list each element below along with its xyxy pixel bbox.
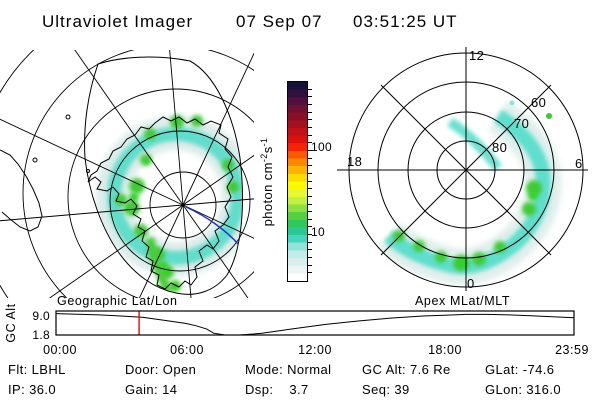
mlat-mlt-grid: [337, 47, 588, 291]
coastlines: [0, 114, 234, 290]
chart-frame: [55, 310, 575, 336]
x-tick-1800: 18:00: [428, 343, 462, 357]
status-seq: Seq: 39: [362, 382, 410, 397]
colorbar-tick: [308, 96, 312, 98]
colorbar-tick: [308, 249, 312, 251]
colorbar: [287, 81, 308, 282]
colorbar-tick: [308, 241, 312, 243]
status-ip: IP: 36.0: [8, 382, 57, 397]
fov-boundary: [84, 56, 243, 295]
app-title: Ultraviolet Imager: [42, 12, 194, 31]
apex-polar-panel: 12 18 6 0 80 70 60: [337, 47, 588, 291]
unit-text: photon cm: [260, 162, 276, 227]
colorbar-tick: [308, 188, 312, 190]
status-gain: Gain: 14: [125, 382, 178, 397]
x-tick-0600: 06:00: [170, 343, 204, 357]
status-glat: GLat: -74.6: [485, 362, 555, 377]
gc-alt-curve: [55, 313, 575, 336]
colorbar-tick: [308, 126, 312, 128]
mlat-label-70: 70: [514, 116, 529, 131]
unit-text-2: s: [260, 146, 276, 154]
aurora-overlay-apex: [376, 100, 562, 285]
left-panel-caption: Geographic Lat/Lon: [57, 294, 178, 308]
colorbar-tick: [308, 226, 312, 228]
status-glon: GLon: 316.0: [485, 382, 561, 397]
colorbar-tick: [308, 264, 312, 266]
colorbar-tick: [308, 149, 312, 151]
colorbar-tick: [308, 234, 312, 236]
colorbar-unit-label: photon cm-2s-1: [259, 138, 275, 227]
status-dsp: Dsp: 3.7: [245, 382, 309, 397]
colorbar-tick: [308, 257, 312, 258]
colorbar-tick: [308, 211, 312, 213]
colorbar-tick: [308, 165, 312, 167]
mlt-label-0: 0: [467, 276, 475, 291]
colorbar-tick: [308, 142, 312, 144]
colorbar-tick: [308, 88, 312, 90]
latlon-grid: [0, 50, 254, 298]
geographic-map-panel: [0, 50, 254, 298]
status-gc-alt: GC Alt: 7.6 Re: [362, 362, 451, 377]
colorbar-tick-10: 10: [311, 225, 325, 239]
x-tick-2359: 23:59: [555, 343, 589, 357]
status-flt: Flt: LBHL: [8, 362, 66, 377]
y-tick-18: 1.8: [32, 328, 50, 342]
colorbar-tick-100: 100: [311, 140, 332, 154]
unit-exp-1: -2: [258, 153, 269, 163]
colorbar-tick: [308, 111, 312, 113]
status-door: Door: Open: [125, 362, 197, 377]
y-axis-title: GC Alt: [4, 303, 18, 343]
aurora-overlay-geo: [96, 115, 243, 295]
colorbar-tick: [308, 203, 312, 205]
y-tick-9: 9.0: [32, 309, 50, 323]
colorbar-tick: [308, 119, 312, 121]
mlt-label-12: 12: [469, 48, 484, 63]
mlt-label-6: 6: [575, 156, 583, 171]
colorbar-tick: [308, 272, 312, 274]
colorbar-tick: [308, 134, 312, 136]
status-mode: Mode: Normal: [245, 362, 332, 377]
gc-alt-chart: [55, 310, 575, 336]
time-label: 03:51:25 UT: [353, 12, 458, 31]
colorbar-tick: [308, 180, 312, 182]
x-tick-1200: 12:00: [298, 343, 332, 357]
mlat-label-60: 60: [531, 95, 546, 110]
unit-exp-2: -1: [258, 137, 269, 147]
date-label: 07 Sep 07: [236, 12, 323, 31]
colorbar-tick: [308, 218, 312, 220]
colorbar-tick: [308, 104, 312, 105]
mlat-label-80: 80: [492, 140, 507, 155]
x-tick-0000: 00:00: [43, 343, 77, 357]
mlt-label-18: 18: [347, 154, 362, 169]
colorbar-tick: [308, 172, 312, 174]
right-panel-caption: Apex MLat/MLT: [415, 294, 511, 308]
colorbar-tick: [308, 195, 312, 197]
colorbar-tick: [308, 157, 312, 159]
